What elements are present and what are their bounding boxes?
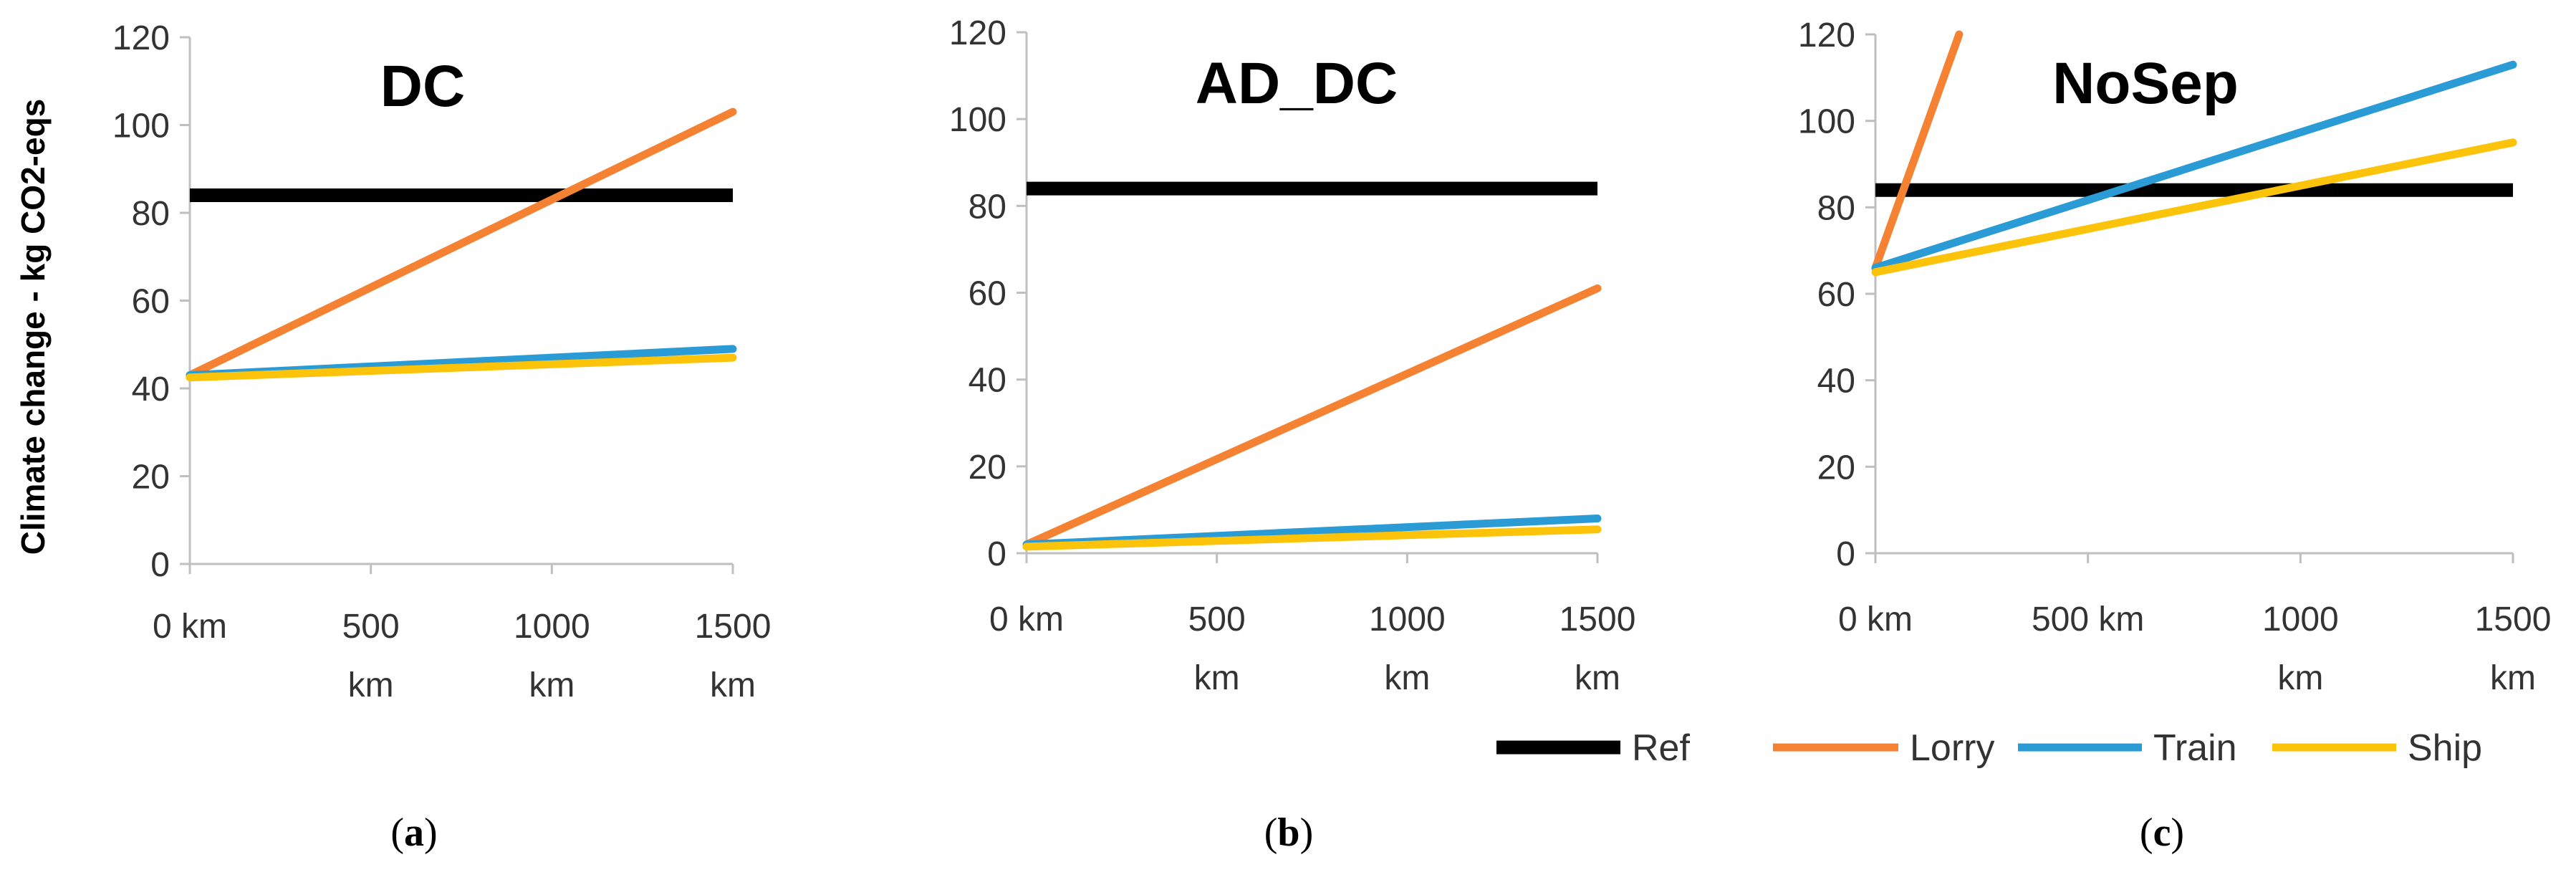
- legend-label-ship: Ship: [2408, 727, 2482, 769]
- y-tick-label: 0: [150, 546, 170, 584]
- y-tick-label: 80: [969, 188, 1006, 226]
- y-tick-label: 120: [949, 14, 1006, 52]
- series-line-lorry: [1022, 284, 1602, 549]
- x-tick-label: 500 km: [1188, 601, 1246, 697]
- y-tick-label: 120: [112, 19, 170, 57]
- series-line-ship: [186, 353, 737, 382]
- y-tick-label: 40: [1817, 363, 1855, 401]
- chart-panel-b: 0 20 40 60 80 100 120 0 km 500 km 1000 km 1500 km AD_D…: [949, 14, 1635, 697]
- panel-title: NoSep: [2052, 51, 2239, 116]
- x-tick-label: 0 km: [989, 601, 1064, 638]
- x-tick-label: 1000 km: [2262, 601, 2339, 697]
- y-axis-label: Climate change - kg CO2-eqs: [14, 99, 52, 555]
- y-tick-label: 0: [987, 535, 1006, 573]
- x-tick-label: 1500 km: [695, 608, 772, 704]
- x-tick-label: 1500 km: [2475, 601, 2552, 697]
- series-line-lorry: [186, 107, 737, 380]
- caption-c: (c): [2140, 810, 2184, 855]
- panel-title: DC: [380, 54, 465, 119]
- y-tick-label: 100: [112, 107, 170, 145]
- caption-letter: c: [2153, 810, 2171, 855]
- series-line-ship: [1022, 525, 1602, 551]
- series-line-ship: [1871, 138, 2517, 277]
- y-tick-label: 60: [1817, 276, 1855, 314]
- y-tick-label: 100: [949, 101, 1006, 139]
- chart-panel-a: 0 20 40 60 80 100 120 0 km 500 km 1000 km 1500 km DC: [112, 19, 771, 704]
- y-tick-label: 40: [969, 362, 1006, 400]
- caption-b: (b): [1264, 810, 1313, 855]
- caption-a: (a): [390, 810, 437, 855]
- x-tick-label: 1000 km: [514, 608, 590, 704]
- y-tick-label: 80: [132, 195, 170, 233]
- x-tick-label: 0 km: [1838, 601, 1913, 638]
- y-tick-label: 20: [1817, 449, 1855, 487]
- y-tick-label: 20: [969, 449, 1006, 487]
- x-tick-label: 1500 km: [1559, 601, 1636, 697]
- y-tick-label: 120: [1798, 16, 1855, 54]
- y-tick-label: 0: [1836, 535, 1855, 573]
- x-tick-label: 500 km: [342, 608, 400, 704]
- legend-label-ref: Ref: [1632, 727, 1690, 769]
- y-tick-label: 80: [1817, 189, 1855, 227]
- panel-title: AD_DC: [1196, 51, 1398, 116]
- y-tick-label: 20: [132, 459, 170, 497]
- chart-panel-c: 0 20 40 60 80 100 120 0 km 500 km 1000 km 1500 km NoS…: [1798, 16, 2551, 697]
- x-tick-label: 500 km: [2032, 601, 2144, 638]
- y-tick-label: 40: [132, 370, 170, 408]
- y-tick-label: 100: [1798, 103, 1855, 141]
- legend-label-lorry: Lorry: [1910, 727, 1994, 769]
- x-tick-label: 1000 km: [1369, 601, 1446, 697]
- y-tick-label: 60: [132, 283, 170, 321]
- caption-letter: b: [1277, 810, 1299, 855]
- x-tick-label: 0 km: [153, 608, 227, 646]
- series-line-train: [1871, 60, 2517, 272]
- caption-letter: a: [404, 810, 424, 855]
- y-tick-label: 60: [969, 275, 1006, 313]
- legend-label-train: Train: [2153, 727, 2237, 769]
- series-line-lorry: [1871, 30, 1964, 272]
- legend: Ref Lorry Train Ship: [1496, 727, 2482, 769]
